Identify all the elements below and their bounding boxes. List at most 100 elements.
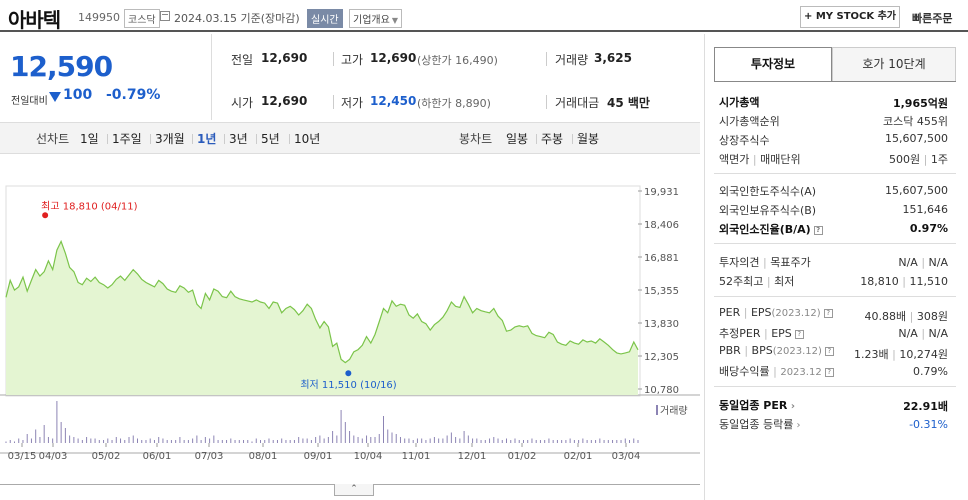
face-value-label: 액면가 | 매매단위	[719, 153, 801, 166]
est-eps-label: EPS	[771, 327, 792, 340]
per-value: 40.88배 | 308원	[864, 310, 948, 323]
period-1[interactable]: 1주일	[112, 132, 142, 146]
info-icon[interactable]: ?	[794, 330, 804, 339]
info-icon[interactable]: ?	[813, 226, 823, 235]
market-cap-label: 시가총액	[719, 96, 760, 109]
divider	[192, 134, 193, 144]
upper-limit: (상한가 16,490)	[417, 54, 498, 67]
x-tick-label: 05/02	[92, 451, 121, 462]
period-toolbar	[0, 122, 700, 154]
price-area	[6, 241, 638, 395]
plot-frame	[5, 185, 641, 397]
dividend-label: 배당수익률 | 2023.12?	[719, 363, 834, 379]
max-marker	[42, 212, 49, 219]
divider	[289, 134, 290, 144]
period-4[interactable]: 3년	[229, 132, 248, 146]
y-tick-label: 18,406	[644, 220, 679, 231]
current-price: 12,590	[10, 50, 113, 83]
x-tick-label: 11/01	[402, 451, 431, 462]
w52-low-label: 최저	[774, 275, 795, 288]
chevron-right-icon: ›	[787, 401, 795, 412]
sector-per-link[interactable]: 동일업종 PER ›	[719, 397, 795, 413]
add-mystock-button[interactable]: + MY STOCK 추가	[800, 6, 900, 28]
quick-order-button[interactable]: 빠른주문	[912, 12, 953, 25]
divider	[333, 95, 334, 109]
pbr-value-text: 1.23배	[854, 348, 889, 361]
period-0[interactable]: 1일	[80, 132, 99, 146]
info-icon[interactable]: ?	[824, 368, 834, 377]
opinion-label-text: 투자의견	[719, 256, 760, 269]
w52-low-value: 11,510	[909, 275, 949, 288]
pbr-label-text: PBR	[719, 344, 741, 357]
company-overview-dropdown[interactable]: 기업개요 ▼	[349, 9, 402, 28]
w52-high-value: 18,810	[860, 275, 899, 288]
period-5[interactable]: 5년	[261, 132, 280, 146]
realtime-button[interactable]: 실시간	[307, 9, 343, 28]
tab-orderbook[interactable]: 호가 10단계	[832, 47, 956, 82]
x-tick-label: 10/04	[354, 451, 383, 462]
stock-name[interactable]: 아바텍	[8, 8, 61, 32]
candle-chart-label: 봉차트	[459, 132, 493, 146]
volume-label: 거래량	[660, 405, 688, 417]
per-label: PER | EPS(2023.12)?	[719, 306, 833, 319]
tab-invest-info[interactable]: 투자정보	[714, 47, 832, 82]
divider	[256, 134, 257, 144]
y-tick-label: 12,305	[644, 352, 679, 363]
opinion-label: 투자의견 | 목표주가	[719, 256, 811, 269]
est-eps-value: N/A	[928, 327, 948, 340]
y-tick-label: 13,830	[644, 319, 679, 330]
divider	[546, 52, 547, 66]
period-3[interactable]: 1년	[197, 132, 217, 146]
divider	[536, 134, 537, 144]
divider	[333, 52, 334, 66]
x-tick-label: 02/01	[564, 451, 593, 462]
lower-limit: (하한가 8,890)	[417, 97, 491, 110]
candle-0[interactable]: 일봉	[506, 132, 529, 146]
est-per-label-text: 추정PER	[719, 327, 761, 340]
collapse-chart-button[interactable]: ⌃	[334, 484, 374, 496]
foreign-limit-value: 15,607,500	[885, 184, 948, 197]
dividend-label-text: 배당수익률	[719, 365, 770, 378]
info-icon[interactable]: ?	[823, 309, 833, 318]
period-6[interactable]: 10년	[294, 132, 321, 146]
pbr-value: 1.23배 | 10,274원	[854, 348, 948, 361]
w52-value: 18,810 | 11,510	[860, 275, 948, 288]
amount-label: 거래대금	[555, 96, 600, 110]
face-value-text: 500원	[889, 153, 921, 166]
sector-per-label: 동일업종 PER	[719, 399, 788, 412]
divider	[224, 134, 225, 144]
x-tick-label: 08/01	[249, 451, 278, 462]
open-value: 12,690	[261, 94, 308, 108]
stock-header	[0, 0, 968, 32]
prev-close-label: 전일	[231, 53, 254, 67]
foreign-holding-label: 외국인보유주식수(B)	[719, 204, 817, 217]
foreign-ratio-value: 0.97%	[909, 222, 948, 235]
eps-value: 308원	[916, 310, 948, 323]
price-change: 100	[63, 87, 93, 103]
sector-rate-link[interactable]: 동일업종 등락률 ›	[719, 416, 801, 432]
trade-unit-label: 매매단위	[760, 153, 801, 166]
dividend-date: 2023.12	[780, 367, 822, 378]
x-tick-label: 09/01	[304, 451, 333, 462]
volume-legend-swatch	[656, 405, 658, 415]
divider	[546, 95, 547, 109]
candle-2[interactable]: 월봉	[577, 132, 600, 146]
period-2[interactable]: 3개월	[155, 132, 185, 146]
price-line	[5, 239, 639, 364]
foreign-ratio-label[interactable]: 외국인소진율(B/A)?	[719, 221, 823, 237]
change-label: 전일대비	[11, 96, 48, 107]
price-chart[interactable]: 19,931 18,406 16,881 15,355 13,830 12,305 10,7…	[0, 156, 700, 500]
candle-1[interactable]: 주봉	[541, 132, 564, 146]
stock-code: 149950	[78, 11, 120, 24]
max-label: 최고 18,810 (04/11)	[41, 200, 137, 212]
x-tick-label: 03/15	[8, 451, 37, 462]
info-icon[interactable]: ?	[824, 347, 834, 356]
divider	[714, 173, 956, 174]
x-tick-label: 12/01	[458, 451, 487, 462]
market-cap-value: 1,965억원	[892, 97, 948, 110]
line-chart-label: 선차트	[36, 132, 70, 146]
target-price-label: 목표주가	[770, 256, 811, 269]
open-label: 시가	[231, 96, 254, 110]
min-marker	[345, 370, 352, 377]
high-label: 고가	[341, 53, 364, 67]
